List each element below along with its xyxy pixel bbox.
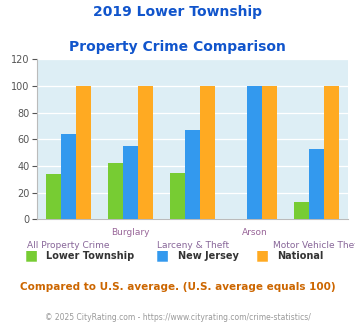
Text: New Jersey: New Jersey bbox=[178, 251, 238, 261]
Bar bbox=[310, 149, 324, 219]
Text: Lower Township: Lower Township bbox=[46, 251, 135, 261]
Bar bbox=[138, 86, 153, 219]
Text: All Property Crime: All Property Crime bbox=[27, 241, 110, 250]
Bar bbox=[123, 146, 138, 219]
Text: ■: ■ bbox=[25, 249, 38, 263]
Bar bbox=[76, 86, 91, 219]
Text: National: National bbox=[277, 251, 323, 261]
Bar bbox=[324, 86, 339, 219]
Text: Larceny & Theft: Larceny & Theft bbox=[157, 241, 229, 250]
Text: © 2025 CityRating.com - https://www.cityrating.com/crime-statistics/: © 2025 CityRating.com - https://www.city… bbox=[45, 313, 310, 322]
Text: Burglary: Burglary bbox=[111, 228, 150, 237]
Text: Property Crime Comparison: Property Crime Comparison bbox=[69, 40, 286, 53]
Text: ■: ■ bbox=[256, 249, 269, 263]
Bar bbox=[170, 173, 185, 219]
Text: Motor Vehicle Theft: Motor Vehicle Theft bbox=[273, 241, 355, 250]
Bar bbox=[247, 86, 262, 219]
Text: 2019 Lower Township: 2019 Lower Township bbox=[93, 5, 262, 19]
Bar bbox=[262, 86, 277, 219]
Bar bbox=[46, 174, 61, 219]
Text: ■: ■ bbox=[156, 249, 169, 263]
Bar bbox=[61, 134, 76, 219]
Bar bbox=[185, 130, 200, 219]
Bar bbox=[294, 202, 310, 219]
Text: Arson: Arson bbox=[242, 228, 268, 237]
Bar bbox=[108, 163, 123, 219]
Text: Compared to U.S. average. (U.S. average equals 100): Compared to U.S. average. (U.S. average … bbox=[20, 282, 335, 292]
Bar bbox=[200, 86, 215, 219]
